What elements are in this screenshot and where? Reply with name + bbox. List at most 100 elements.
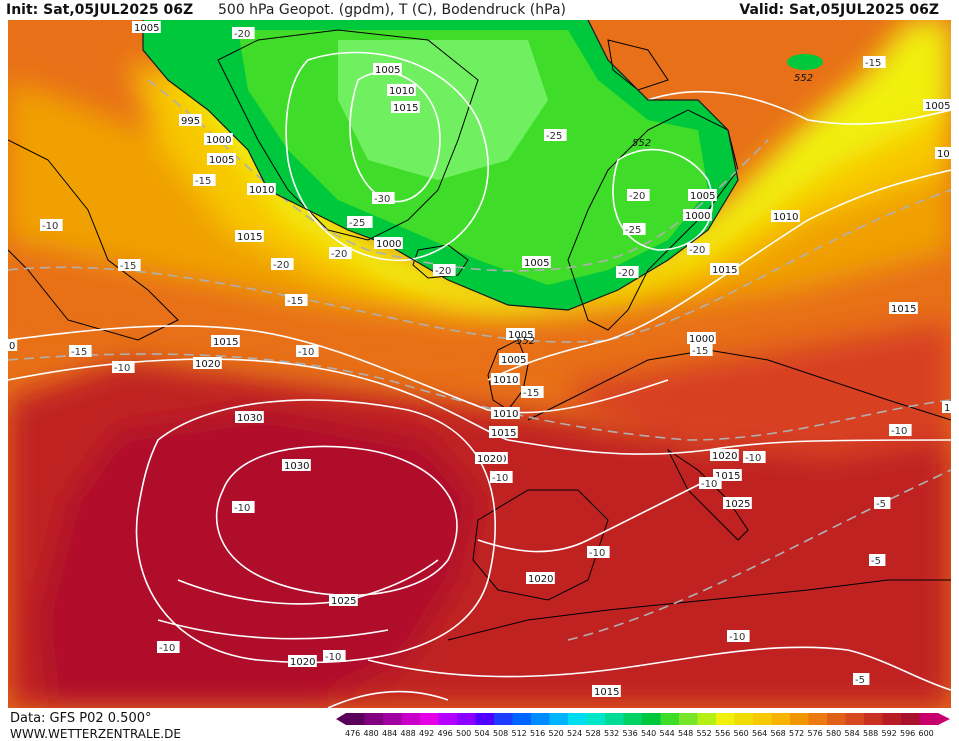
- isobar-value: 1005: [690, 191, 715, 202]
- legend-value: 552: [697, 729, 712, 738]
- temperature-label-box: [40, 219, 63, 231]
- isobar-value: 1000: [689, 334, 714, 345]
- temperature-label-box: [863, 56, 886, 68]
- legend-value: 500: [456, 729, 471, 738]
- source-url: WWW.WETTERZENTRALE.DE: [10, 727, 181, 741]
- temperature-label: -10: [889, 424, 912, 437]
- isobar-label: 995: [179, 114, 202, 127]
- isobar-1015-med: [367, 646, 951, 691]
- isobar-label: 1005: [522, 256, 551, 269]
- legend-swatch: [660, 713, 679, 725]
- isobar-value: 1015: [393, 103, 418, 114]
- isobar-label-box: [771, 210, 800, 222]
- legend-value: 524: [567, 729, 582, 738]
- isobar-1000-greenland: [285, 51, 489, 262]
- isobar-1030-high: [215, 445, 458, 597]
- isobar-label-box: [235, 411, 264, 423]
- legend-arrow-right-icon: [938, 713, 950, 725]
- temperature-value: -20: [331, 249, 347, 260]
- isobar-value: 1020: [528, 574, 553, 585]
- temperature-label: -20: [271, 258, 294, 271]
- isobar-label-box: [522, 256, 551, 268]
- legend-swatch: [364, 713, 383, 725]
- temperature-value: -10: [589, 548, 605, 559]
- temperature-label-box: [743, 451, 766, 463]
- color-legend: 476 480 484 488 492 496 500 504 508 512 516 520 524 5…: [336, 713, 950, 738]
- isobar-label: 1020: [526, 572, 555, 585]
- temperature-value: -20: [618, 268, 634, 279]
- temperature-label: -10: [40, 219, 63, 232]
- isobar-label-box: [373, 63, 402, 75]
- legend-swatch: [753, 713, 772, 725]
- legend-swatch: [679, 713, 698, 725]
- isobar-label: 1010: [771, 210, 800, 223]
- legend-swatch: [438, 713, 457, 725]
- isobar-value: 1010: [389, 86, 414, 97]
- isobar-label-box: [491, 407, 520, 419]
- isobar-label-box: [387, 84, 416, 96]
- isobar-value: 1015: [715, 471, 740, 482]
- isobar-label-box: [329, 594, 358, 606]
- temperature-label-box: [232, 501, 255, 513]
- legend-value: 528: [586, 729, 601, 738]
- isobar-label-box: [374, 237, 403, 249]
- temperature-value: -5: [871, 556, 881, 567]
- temperature-value: -15: [523, 388, 539, 399]
- temperature-value: -10: [42, 221, 58, 232]
- temperature-label-box: [521, 386, 544, 398]
- legend-swatch: [383, 713, 402, 725]
- isobar-label: 1010: [247, 183, 276, 196]
- temperature-value: -25: [546, 131, 562, 142]
- isobar-value: 1005: [209, 155, 234, 166]
- legend-value: 540: [641, 729, 656, 738]
- temperature-label-box: [869, 554, 886, 566]
- geopot-552-line: [142, 20, 739, 311]
- legend-swatch: [808, 713, 827, 725]
- isobar-label: 1020: [710, 449, 739, 462]
- legend-value: 484: [382, 729, 397, 738]
- isobar-value: 1020: [712, 451, 737, 462]
- map-footer: Data: GFS P02 0.500° WWW.WETTERZENTRALE.…: [0, 708, 959, 741]
- isobar-label: 1010: [935, 147, 951, 160]
- isobar-value: 1000: [376, 239, 401, 250]
- temperature-label-box: [699, 477, 722, 489]
- isobar-label: 1015: [710, 263, 739, 276]
- temperature-value: -10: [492, 473, 508, 484]
- isobar-label: 1010: [491, 407, 520, 420]
- temperature-label: -15: [285, 294, 308, 307]
- temperature-label: -20: [687, 243, 710, 256]
- isobar-label-box: [942, 401, 951, 413]
- isobar-1010: [487, 169, 951, 381]
- isobar-label: 1000: [687, 332, 716, 345]
- isobar-value: 1010: [773, 212, 798, 223]
- isobar-label: 1025: [329, 594, 358, 607]
- temperature-label: -15: [69, 345, 92, 358]
- isotherm-15: [8, 189, 951, 343]
- legend-swatch: [790, 713, 809, 725]
- isobar-label-box: [723, 497, 752, 509]
- isobar-value: 10: [944, 403, 951, 414]
- isobar-value: 1015: [712, 265, 737, 276]
- temperature-label: -5: [874, 497, 891, 510]
- temperature-value: -10: [325, 652, 341, 663]
- temperature-value: -10: [701, 479, 717, 490]
- isobar-label-box: [889, 302, 918, 314]
- temperature-label-box: [118, 259, 141, 271]
- isotherm-20: [147, 79, 769, 272]
- isobar-label: 1015: [592, 685, 621, 698]
- legend-swatch: [882, 713, 901, 725]
- isobar-label: 1000: [204, 133, 233, 146]
- isobar-label-box: [683, 209, 712, 221]
- coastline-canada: [8, 139, 179, 341]
- temperature-value: -25: [349, 218, 365, 229]
- temperature-label-box: [627, 189, 650, 201]
- isobar-label: 1005: [688, 189, 717, 202]
- legend-value: 536: [623, 729, 638, 738]
- temperature-label-box: [687, 243, 710, 255]
- isobar-label-box: [204, 133, 233, 145]
- legend-swatch: [919, 713, 938, 725]
- isobar-label: 1020: [288, 655, 317, 668]
- legend-value: 544: [660, 729, 675, 738]
- isobar-label: 1015: [889, 302, 918, 315]
- coastline-greenland: [217, 29, 479, 241]
